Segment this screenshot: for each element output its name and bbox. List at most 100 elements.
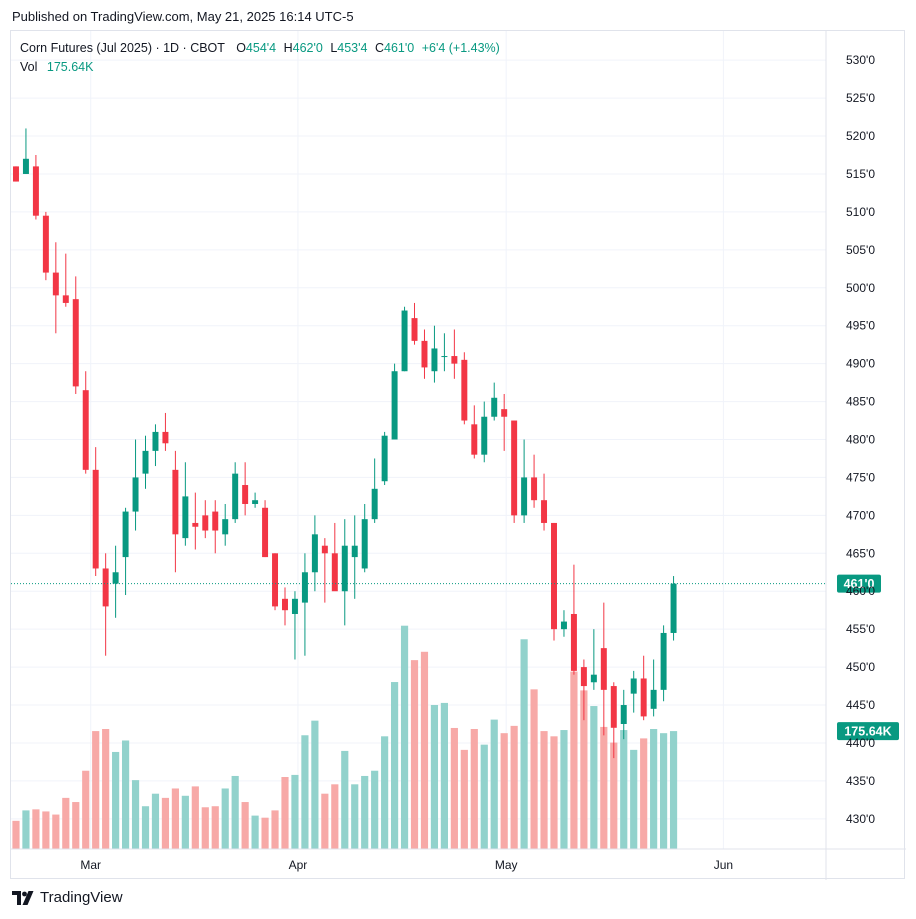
volume-bar [650,729,658,849]
candle-body [451,356,458,364]
candle-body [650,689,657,709]
price-tick-label: 440'0 [846,736,875,750]
price-tick-label: 480'0 [846,433,875,447]
candle-body [640,678,647,717]
candle-body [192,522,199,527]
price-chart[interactable]: 461'0 175.64K 430'0 435'0 440'0 445'0 450'0 45… [11,31,906,880]
candle-body [471,424,478,455]
price-tick-label: 490'0 [846,357,875,371]
volume-bar [52,814,60,849]
candle-body [570,613,577,671]
volume-bar [470,729,478,849]
volume-bar [121,740,130,849]
legend-high-label: H [283,41,293,55]
legend-high: 462'0 [292,41,323,55]
candle-body [182,496,189,539]
candle-body [560,621,567,630]
candle-body [541,500,548,523]
price-tick-label: 510'0 [846,205,875,219]
candle-body [620,705,627,724]
candle-body [521,477,528,516]
candle-body [431,348,438,372]
candle-body [172,469,179,535]
brand-name: TradingView [40,889,123,906]
candle-body [52,272,59,296]
volume-bar [62,797,70,849]
volume-bar [82,770,90,849]
candles [12,128,677,759]
volume-bar [610,742,618,849]
volume-bar [440,702,448,849]
candle-body [272,553,279,607]
candle-body [421,340,428,368]
volume-bar [500,733,508,849]
volume-bar [669,731,678,849]
tradingview-brand[interactable]: TradingView [12,889,123,906]
volume-bar [530,689,538,849]
volume-bar [351,784,359,849]
volume-bar [102,729,110,849]
candle-body [282,598,288,611]
candle-body [212,511,219,531]
candle-body [401,310,408,372]
price-tick-label: 485'0 [846,395,875,409]
candle-body [481,416,488,455]
volume-bar [301,735,309,849]
candle-body [32,166,39,216]
grid-lines [11,31,826,849]
volume-bar [381,736,389,849]
time-axis: Mar Apr May Jun [11,848,906,872]
candle-body [531,477,538,501]
volume-bar [480,744,488,849]
volume-bar [510,725,518,849]
volume-bar [131,780,140,849]
candle-body [142,450,149,474]
volume-bar [281,777,289,849]
candle-body [262,507,269,558]
volume-bar [490,719,498,849]
volume-bar [171,788,179,849]
volume-bar [560,730,568,849]
legend-open: 454'4 [245,41,277,55]
price-tick-label: 435'0 [846,774,875,788]
volume-bar [291,774,299,849]
volume-bar [241,802,249,849]
volume-bar [450,727,458,849]
volume-bar [231,775,239,849]
candle-body [351,545,358,558]
volume-bar [410,660,419,849]
volume-bar [221,788,229,849]
volume-bar [570,671,578,849]
volume-bar [181,795,189,849]
volume-bar [261,817,269,849]
candle-body [491,397,498,417]
volume-bar [640,738,648,849]
candle-body [511,420,518,516]
tradingview-logo-icon [12,890,34,905]
candle-body [112,572,119,584]
legend-close-label: C [374,41,384,55]
legend-vol-value: 175.64K [46,60,94,74]
volume-bar [430,705,439,849]
candle-body [341,545,348,592]
legend-vol-label[interactable]: Vol [20,60,38,74]
candle-body [301,572,308,603]
chart-frame[interactable]: 461'0 175.64K 430'0 435'0 440'0 445'0 450'0 45… [10,30,906,880]
candle-body [610,686,617,728]
price-tick-label: 500'0 [846,281,875,295]
legend-symbol[interactable]: Corn Futures (Jul 2025) · 1D · CBOT [20,41,225,55]
chart-legend: Corn Futures (Jul 2025) · 1D · CBOT O454… [20,39,500,77]
price-tick-label: 515'0 [846,167,875,181]
volume-bar [161,797,170,849]
volume-bar [390,682,399,849]
volume-bar [191,786,199,849]
price-tick-label: 520'0 [846,129,875,143]
volume-bar [550,736,558,849]
volume-bar [311,720,319,849]
candle-body [590,674,597,683]
candle-body [132,477,139,512]
last-price-line: 461'0 175.64K [11,574,899,741]
volume-bar [630,749,638,849]
legend-low-label: L [330,41,338,55]
candle-body [122,511,129,558]
